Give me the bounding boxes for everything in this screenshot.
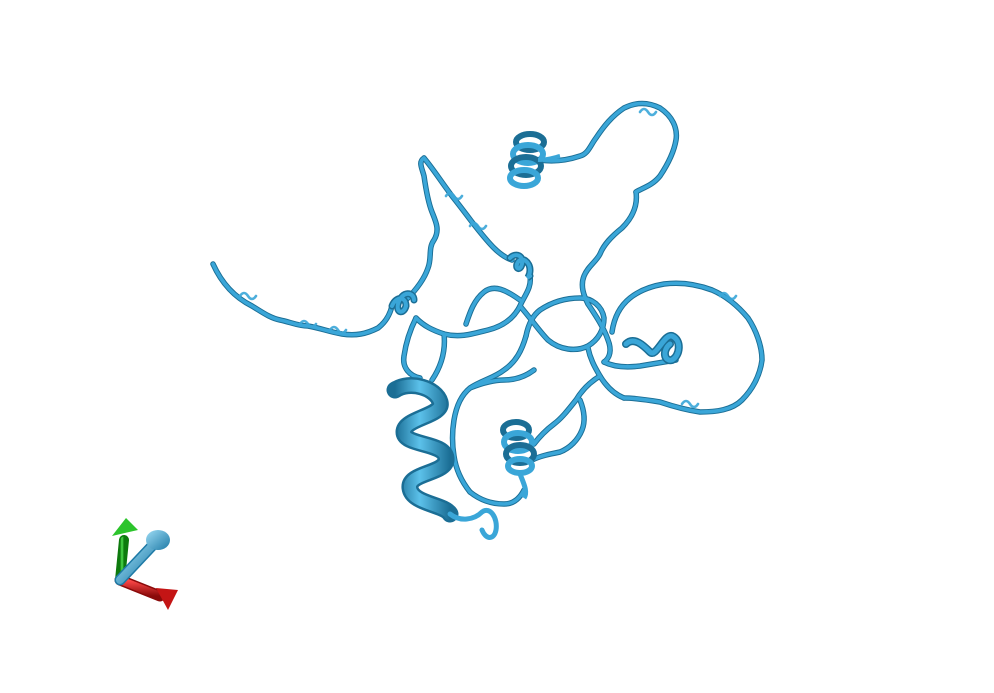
helix-group (386, 131, 683, 540)
x-axis-arrow (114, 574, 178, 610)
helix-turn-left (388, 290, 418, 316)
helix-lower (500, 419, 537, 500)
helix-turn-center (506, 251, 534, 282)
orientation-axes[interactable] (112, 518, 178, 610)
helix-right (622, 332, 683, 365)
helix-top (507, 131, 561, 189)
protein-ribbon (210, 100, 765, 507)
z-axis-arrow (114, 530, 170, 586)
helix-large (386, 377, 499, 540)
